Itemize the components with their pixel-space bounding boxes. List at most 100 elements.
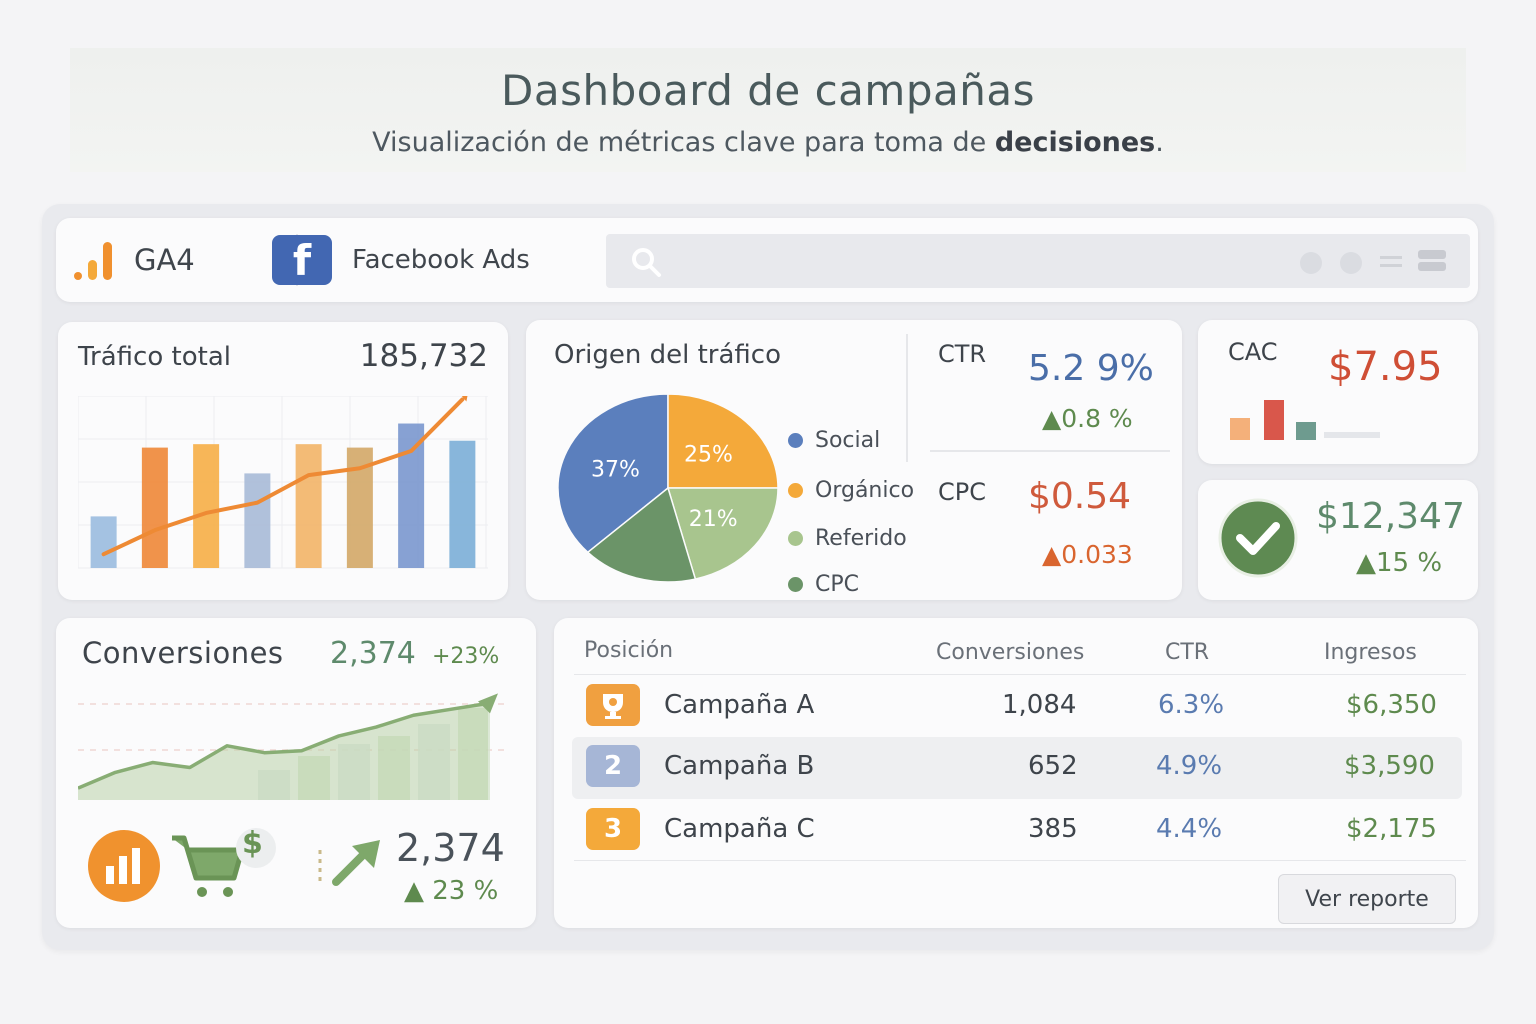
bar	[244, 473, 271, 568]
conversions-title: Conversiones	[82, 636, 284, 670]
divider	[930, 450, 1170, 452]
window-dot-icon[interactable]	[1340, 252, 1362, 274]
pie-slice-label: 37%	[591, 458, 640, 483]
legend-label: Social	[815, 428, 881, 453]
column-header-ctr[interactable]: CTR	[1165, 640, 1210, 665]
cpc-change: ▲0.033	[1042, 540, 1133, 569]
cac-value: $7.95	[1328, 344, 1443, 390]
search-icon	[632, 248, 661, 277]
ctr-value: 5.2 9%	[1028, 348, 1154, 389]
legend-dot-icon	[788, 531, 803, 546]
subtitle-end: .	[1155, 127, 1164, 158]
campaign-revenue: $3,590	[1344, 751, 1435, 781]
ga4-logo-icon	[74, 242, 112, 280]
pie-slice-label: 25%	[684, 442, 733, 467]
ga4-tab[interactable]: GA4	[72, 218, 195, 302]
cac-label: CAC	[1228, 338, 1278, 366]
legend-dot-icon	[788, 433, 803, 448]
bar	[90, 516, 117, 568]
trend-arrowhead	[461, 396, 468, 402]
rank-badge: 3	[586, 808, 640, 850]
subtitle-bold: decisiones	[994, 127, 1156, 158]
area-arrowhead	[478, 693, 498, 714]
conversions-card: Conversiones 2,374 +23% $ 2,374 ▲ 23 %	[56, 618, 536, 928]
conversions-area-chart	[78, 693, 508, 800]
origin-title: Origen del tráfico	[554, 340, 782, 370]
rank-badge-icon	[586, 684, 640, 726]
bar	[295, 444, 322, 568]
campaign-name: Campaña A	[664, 690, 815, 720]
check-icon	[1218, 498, 1298, 578]
cac-card: CAC $7.95	[1198, 320, 1478, 464]
facebook-icon: f	[272, 235, 332, 285]
list-view-icon[interactable]	[1418, 250, 1446, 272]
traffic-origin-pie: 37% 25% 21%	[557, 393, 779, 583]
legend-item[interactable]: CPC	[788, 572, 859, 597]
campaign-revenue: $2,175	[1346, 814, 1437, 844]
menu-lines-icon[interactable]	[1380, 252, 1402, 272]
facebook-ads-label: Facebook Ads	[352, 245, 530, 275]
table-row[interactable]: 3 Campaña C 385 4.4% $2,175	[572, 800, 1462, 860]
revenue-value: $12,347	[1316, 496, 1465, 537]
campaign-ctr: 4.4%	[1156, 814, 1223, 844]
facebook-ads-tab[interactable]: f Facebook Ads	[272, 218, 530, 302]
page-header: Dashboard de campañas Visualización de m…	[70, 48, 1466, 172]
cpc-label: CPC	[938, 478, 986, 506]
divider	[574, 674, 1466, 675]
campaign-name: Campaña B	[664, 751, 815, 781]
legend-item[interactable]: Social	[788, 428, 880, 453]
column-header-revenue[interactable]: Ingresos	[1324, 640, 1417, 665]
legend-item[interactable]: Referido	[788, 526, 907, 551]
bar	[193, 444, 220, 568]
pie-slice	[667, 393, 779, 489]
pie-slice	[666, 487, 779, 580]
divider	[906, 334, 908, 462]
traffic-value: 185,732	[359, 338, 488, 374]
campaign-conversions: 1,084	[1002, 690, 1077, 720]
legend-label: CPC	[815, 572, 859, 597]
pie-slice-label: 21%	[689, 507, 738, 532]
conversions-change: +23%	[432, 644, 500, 669]
view-report-button[interactable]: Ver reporte	[1278, 874, 1456, 924]
bar	[398, 423, 425, 568]
trophy-icon	[603, 694, 623, 719]
campaign-name: Campaña C	[664, 814, 815, 844]
table-row[interactable]: Campaña A 1,084 6.3% $6,350	[572, 676, 1462, 736]
traffic-title: Tráfico total	[78, 342, 231, 372]
page-title: Dashboard de campañas	[501, 66, 1035, 115]
search-bar[interactable]	[606, 234, 1470, 288]
subtitle-text: Visualización de métricas clave para tom…	[372, 127, 987, 158]
conversions-value: 2,374	[330, 636, 416, 671]
conversions-footer-change: ▲ 23 %	[404, 876, 499, 906]
area-line	[78, 701, 489, 790]
ctr-change: ▲0.8 %	[1042, 404, 1133, 433]
origin-card: Origen del tráfico 37% 25% 21% Social Orgán…	[526, 320, 1182, 600]
campaign-ctr: 6.3%	[1158, 690, 1225, 720]
dollar-icon: $	[242, 826, 263, 861]
legend-item[interactable]: Orgánico	[788, 478, 914, 503]
campaign-conversions: 385	[1028, 814, 1078, 844]
page-subtitle: Visualización de métricas clave para tom…	[70, 127, 1466, 158]
window-dot-icon[interactable]	[1300, 252, 1322, 274]
trend-line	[101, 397, 465, 557]
column-header-conversions[interactable]: Conversiones	[936, 640, 1085, 665]
bar	[141, 447, 168, 568]
trend-up-icon	[318, 840, 380, 886]
revenue-change: ▲15 %	[1356, 548, 1443, 578]
area-fill	[78, 703, 488, 800]
revenue-card: $12,347 ▲15 %	[1198, 480, 1478, 600]
pie-slice	[586, 486, 697, 583]
traffic-card: Tráfico total 185,732	[58, 322, 508, 600]
legend-label: Referido	[815, 526, 907, 551]
bar	[449, 440, 476, 568]
divider	[574, 860, 1466, 861]
table-row[interactable]: 2 Campaña B 652 4.9% $3,590	[572, 737, 1462, 799]
cac-mini-chart	[1230, 400, 1380, 440]
campaign-ctr: 4.9%	[1156, 751, 1223, 781]
column-header-position[interactable]: Posición	[584, 638, 674, 663]
rank-badge: 2	[586, 745, 640, 787]
ga4-label: GA4	[134, 243, 195, 277]
analytics-icon	[88, 830, 160, 902]
campaign-revenue: $6,350	[1346, 690, 1437, 720]
shopping-cart-icon	[172, 828, 276, 897]
